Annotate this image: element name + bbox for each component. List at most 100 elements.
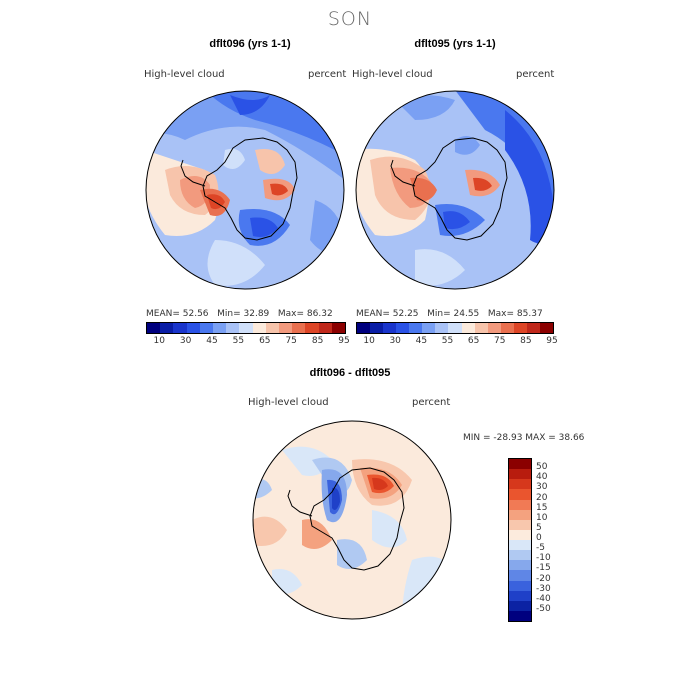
diff-colorbar-labels: 50 40 30 20 15 10 5 0 -5 -10 -15 -20 -30 -40 -50 [536, 458, 576, 620]
colorbar-swatch [305, 323, 319, 333]
page-title: SON [327, 8, 373, 30]
colorbar-swatch [509, 570, 531, 581]
colorbar-swatch [509, 519, 531, 530]
panel-1-min-label: Min= [217, 309, 241, 319]
panel-1-min-value: 32.89 [243, 309, 270, 319]
colorbar-swatch [396, 323, 410, 333]
panel-2-min-label: Min= [427, 309, 451, 319]
colorbar-swatch [509, 459, 531, 470]
colorbar-tick-label: 55 [232, 336, 245, 346]
colorbar-tick-label: -10 [536, 553, 551, 564]
colorbar-tick-label: 65 [467, 336, 480, 346]
colorbar-swatch [509, 600, 531, 611]
colorbar-swatch [292, 323, 306, 333]
panel-2-title: dflt095 (yrs 1-1) [414, 38, 496, 50]
colorbar-tick-label: 50 [536, 462, 548, 473]
colorbar-tick-label: 15 [536, 502, 548, 513]
colorbar-tick-label: 10 [536, 512, 548, 523]
colorbar-swatch [509, 580, 531, 591]
colorbar-tick-label: -20 [536, 573, 551, 584]
colorbar-tick-label: 5 [536, 522, 542, 533]
colorbar-tick-label: 20 [536, 492, 548, 503]
panel-1-max-label: Max= [277, 309, 305, 319]
colorbar-swatch [239, 323, 253, 333]
panel-1-colorbar-labels: 10 30 45 55 65 75 85 95 [146, 336, 349, 348]
colorbar-swatch [461, 323, 475, 333]
colorbar-tick-label: 95 [546, 336, 558, 346]
panel-2-variable-label: High-level cloud [352, 69, 433, 80]
panel-1-title: dflt096 (yrs 1-1) [209, 38, 291, 50]
colorbar-swatch [526, 323, 540, 333]
panel-2-max-label: Max= [487, 309, 515, 319]
colorbar-swatch [265, 323, 280, 333]
panel-2-stats: MEAN= 52.25 Min= 24.55 Max= 85.37 [356, 309, 543, 319]
panel-1-units-label: percent [308, 69, 347, 80]
colorbar-tick-label: 30 [536, 482, 548, 493]
colorbar-swatch [160, 323, 174, 333]
panel-2-max-value: 85.37 [516, 309, 543, 319]
diff-minmax-text: MIN = -28.93 MAX = 38.66 [463, 433, 585, 443]
panel-1-variable-label: High-level cloud [144, 69, 225, 80]
colorbar-swatch [500, 323, 514, 333]
colorbar-tick-label: 85 [520, 336, 532, 346]
colorbar-tick-label: 65 [259, 336, 271, 346]
colorbar-tick-label: 30 [389, 336, 401, 346]
panel-1-mean-value: 52.56 [182, 309, 209, 319]
panel-2-min-value: 24.55 [453, 309, 480, 319]
colorbar-swatch [357, 323, 371, 333]
colorbar-tick-label: 75 [493, 336, 506, 346]
colorbar-swatch [409, 323, 423, 333]
colorbar-swatch [509, 529, 531, 540]
colorbar-swatch [435, 323, 449, 333]
colorbar-tick-label: 40 [536, 472, 548, 483]
panel-2-colorbar-labels: 10 30 45 55 65 75 85 95 [356, 336, 557, 348]
colorbar-swatch [370, 323, 384, 333]
panel-1-max-value: 86.32 [306, 309, 333, 319]
colorbar-swatch [539, 323, 553, 333]
panel-1-polar-map [145, 90, 345, 290]
colorbar-swatch [252, 323, 266, 333]
colorbar-tick-label: 45 [206, 336, 218, 346]
colorbar-swatch [509, 590, 531, 601]
colorbar-tick-label: 55 [441, 336, 454, 346]
panel-2-units-label: percent [516, 69, 555, 80]
colorbar-swatch [318, 323, 332, 333]
colorbar-swatch [509, 540, 531, 551]
colorbar-tick-label: 10 [363, 336, 375, 346]
colorbar-tick-label: 30 [179, 336, 192, 346]
colorbar-swatch [509, 479, 531, 490]
colorbar-swatch [422, 323, 436, 333]
colorbar-swatch [279, 323, 293, 333]
colorbar-swatch [509, 550, 531, 561]
colorbar-tick-label: 95 [338, 336, 350, 346]
colorbar-tick-label: -50 [536, 603, 551, 614]
panel-1-colorbar [146, 322, 346, 334]
diff-colorbar [508, 458, 532, 622]
diff-panel-title: dflt096 - dflt095 [309, 367, 391, 379]
colorbar-tick-label: -15 [536, 563, 551, 574]
diff-units-label: percent [412, 397, 451, 408]
colorbar-swatch [509, 509, 531, 520]
panel-1-mean-label: MEAN= [146, 309, 180, 319]
colorbar-tick-label: 45 [415, 336, 428, 346]
colorbar-tick-label: -40 [536, 593, 551, 604]
colorbar-swatch [213, 323, 227, 333]
colorbar-tick-label: 85 [311, 336, 324, 346]
colorbar-swatch [147, 323, 161, 333]
colorbar-tick-label: -30 [536, 583, 551, 594]
diff-variable-label: High-level cloud [248, 397, 329, 408]
colorbar-swatch [199, 323, 214, 333]
panel-1-stats: MEAN= 52.56 Min= 32.89 Max= 86.32 [146, 309, 333, 319]
colorbar-tick-label: 75 [285, 336, 297, 346]
colorbar-swatch [474, 323, 488, 333]
panel-2-mean-value: 52.25 [392, 309, 419, 319]
colorbar-swatch [509, 560, 531, 571]
colorbar-swatch [509, 499, 531, 510]
panel-2-polar-map [355, 90, 555, 290]
colorbar-swatch [509, 610, 531, 621]
colorbar-swatch [173, 323, 187, 333]
colorbar-swatch [509, 489, 531, 500]
colorbar-swatch [448, 323, 462, 333]
colorbar-swatch [509, 469, 531, 480]
colorbar-swatch [487, 323, 501, 333]
